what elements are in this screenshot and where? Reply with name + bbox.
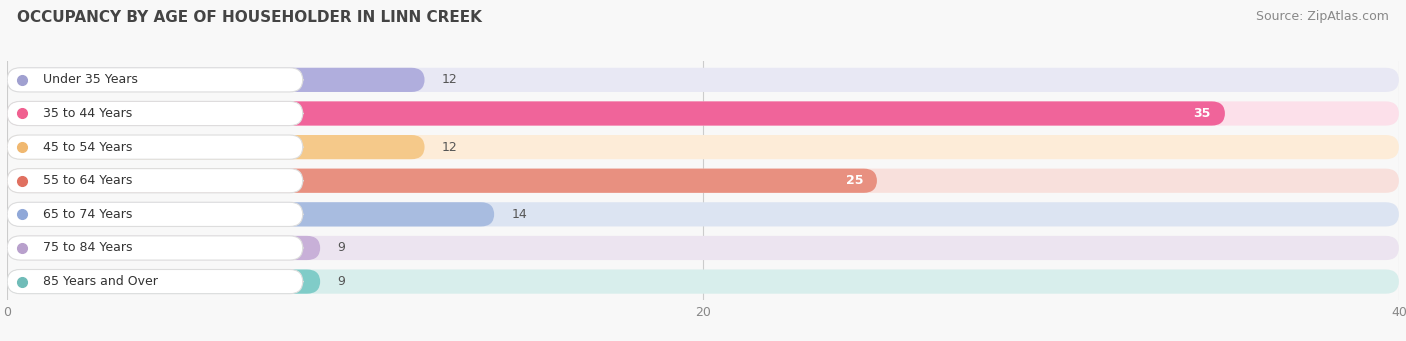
FancyBboxPatch shape [7, 202, 1399, 226]
FancyBboxPatch shape [7, 68, 302, 92]
FancyBboxPatch shape [7, 236, 321, 260]
Text: 12: 12 [441, 140, 458, 153]
FancyBboxPatch shape [7, 236, 1399, 260]
FancyBboxPatch shape [7, 101, 302, 125]
FancyBboxPatch shape [7, 202, 495, 226]
FancyBboxPatch shape [7, 135, 302, 159]
FancyBboxPatch shape [7, 269, 302, 294]
FancyBboxPatch shape [7, 68, 1399, 92]
FancyBboxPatch shape [7, 135, 1399, 159]
FancyBboxPatch shape [7, 202, 302, 226]
Text: 35 to 44 Years: 35 to 44 Years [44, 107, 132, 120]
FancyBboxPatch shape [7, 101, 1399, 125]
Text: Under 35 Years: Under 35 Years [44, 73, 138, 86]
Text: 9: 9 [337, 241, 346, 254]
FancyBboxPatch shape [7, 169, 1399, 193]
Text: 45 to 54 Years: 45 to 54 Years [44, 140, 132, 153]
FancyBboxPatch shape [7, 269, 1399, 294]
Text: 35: 35 [1194, 107, 1211, 120]
Text: 14: 14 [512, 208, 527, 221]
Text: OCCUPANCY BY AGE OF HOUSEHOLDER IN LINN CREEK: OCCUPANCY BY AGE OF HOUSEHOLDER IN LINN … [17, 10, 482, 25]
FancyBboxPatch shape [7, 169, 302, 193]
FancyBboxPatch shape [7, 269, 321, 294]
FancyBboxPatch shape [7, 236, 302, 260]
Text: Source: ZipAtlas.com: Source: ZipAtlas.com [1256, 10, 1389, 23]
Text: 55 to 64 Years: 55 to 64 Years [44, 174, 132, 187]
Text: 9: 9 [337, 275, 346, 288]
FancyBboxPatch shape [7, 68, 425, 92]
FancyBboxPatch shape [7, 135, 425, 159]
Text: 25: 25 [845, 174, 863, 187]
Text: 65 to 74 Years: 65 to 74 Years [44, 208, 132, 221]
Text: 12: 12 [441, 73, 458, 86]
Text: 85 Years and Over: 85 Years and Over [44, 275, 157, 288]
FancyBboxPatch shape [7, 101, 1225, 125]
FancyBboxPatch shape [7, 169, 877, 193]
Text: 75 to 84 Years: 75 to 84 Years [44, 241, 132, 254]
